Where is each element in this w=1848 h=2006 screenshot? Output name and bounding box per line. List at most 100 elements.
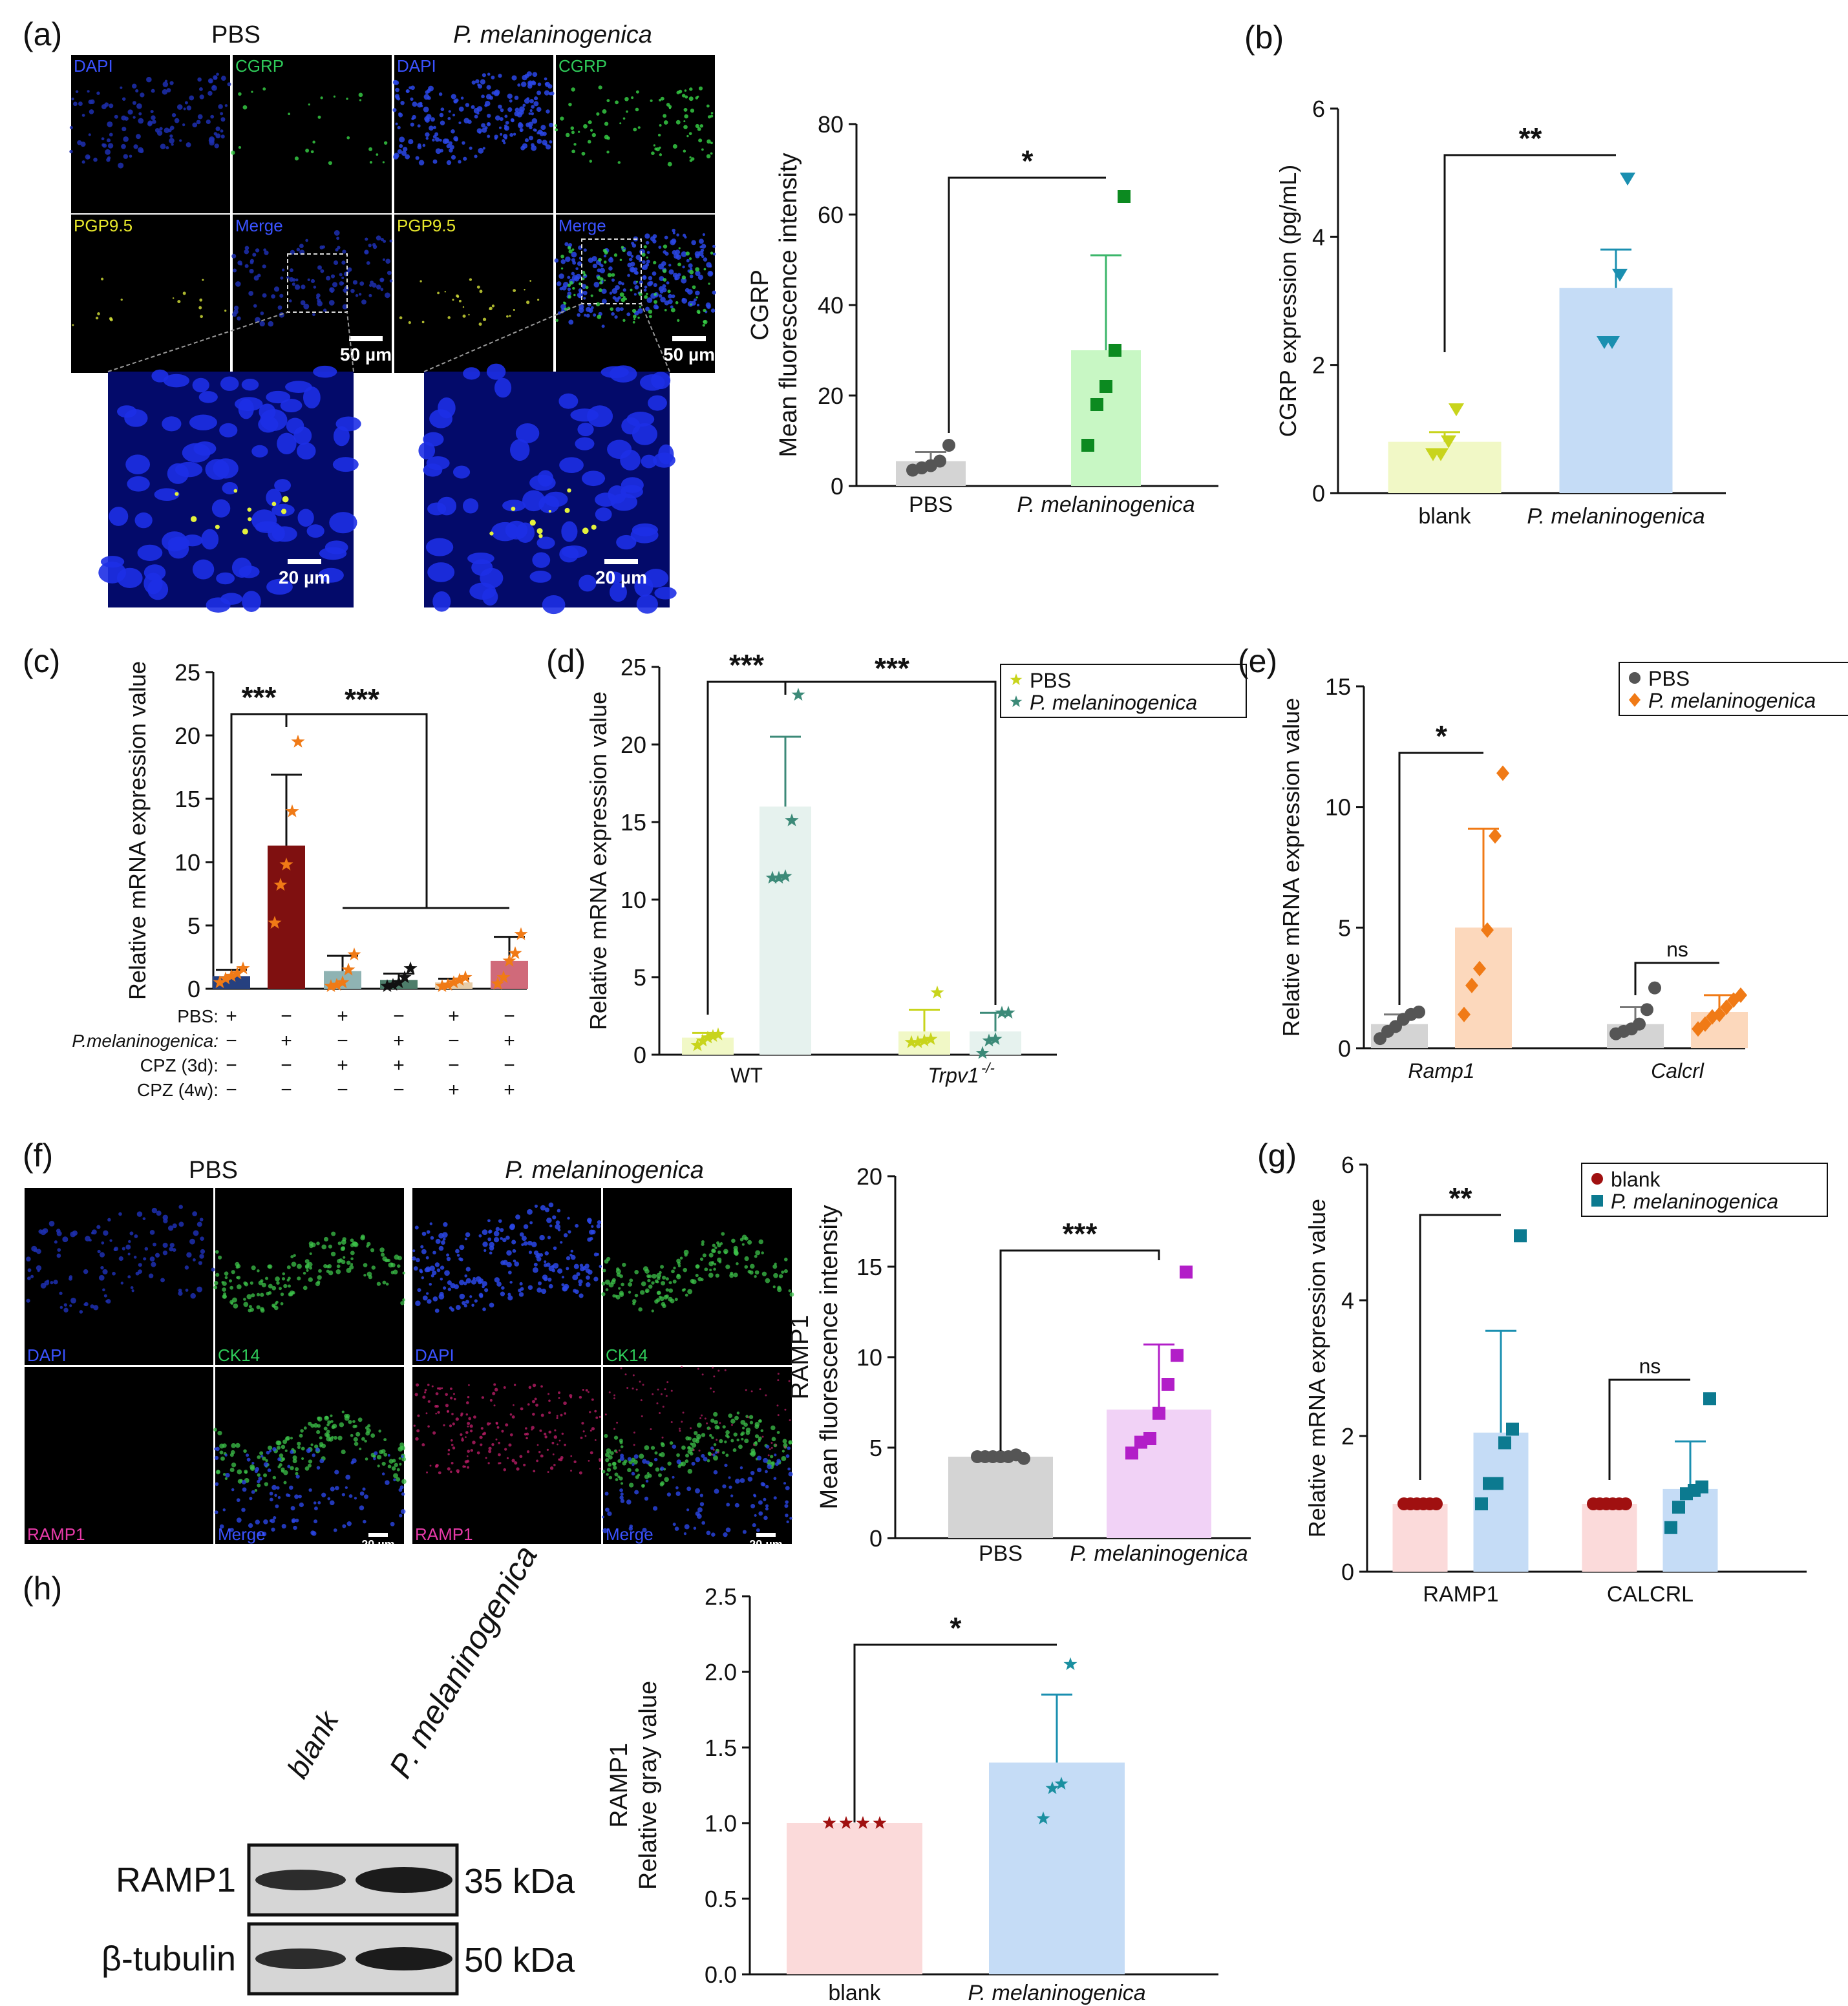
nucleus-dot <box>244 246 250 251</box>
nucleus-blob <box>268 524 285 542</box>
nucleus-dot <box>260 1455 264 1458</box>
nucleus-dot <box>151 115 156 120</box>
nucleus-dot <box>393 1478 396 1482</box>
ck14-dot <box>654 1451 658 1455</box>
signal-dot <box>672 144 677 149</box>
ramp1-dot <box>759 1388 761 1391</box>
nucleus-dot <box>432 1270 437 1276</box>
nucleus-dot <box>75 90 79 93</box>
ck14-dot <box>613 1435 619 1440</box>
nucleus-dot <box>627 273 630 277</box>
nucleus-dot <box>101 1241 105 1245</box>
nucleus-dot <box>483 1249 487 1252</box>
ramp1-dot <box>416 1383 420 1387</box>
ramp1-dot <box>465 1401 469 1404</box>
nucleus-dot <box>554 258 559 263</box>
nucleus-dot <box>620 1499 625 1503</box>
nucleus-dot <box>164 127 170 133</box>
zoom-guide <box>346 311 354 372</box>
ck14-dot <box>655 1467 660 1472</box>
ramp1-dot <box>536 1459 538 1462</box>
x-tick-label: WT <box>730 1064 763 1087</box>
nucleus-dot <box>254 1469 259 1473</box>
nucleus-dot <box>546 1262 551 1267</box>
ck14-dot <box>237 1469 242 1475</box>
nucleus-dot <box>458 121 462 125</box>
ck14-dot <box>323 1426 328 1431</box>
nucleus-dot <box>387 1453 390 1457</box>
ck14-dot <box>324 1415 328 1419</box>
ramp1-dot <box>678 1428 681 1430</box>
ck14-dot <box>730 1271 734 1276</box>
nucleus-dot <box>664 235 668 240</box>
nucleus-dot <box>138 112 142 116</box>
data-point <box>1412 1006 1425 1019</box>
nucleus-dot <box>291 1518 296 1523</box>
nucleus-blob <box>469 582 496 600</box>
nucleus-dot <box>102 1269 108 1275</box>
ck14-dot <box>313 1423 318 1428</box>
ck14-dot <box>608 1282 614 1288</box>
nucleus-dot <box>133 116 136 119</box>
nucleus-dot <box>348 1494 353 1498</box>
significance-bracket <box>1443 154 1616 352</box>
significance-bracket <box>1634 962 1719 995</box>
nucleus-dot <box>232 311 237 317</box>
condition-value: − <box>281 1079 292 1101</box>
blot-size-label: 50 kDa <box>464 1941 575 1980</box>
nucleus-dot <box>90 1304 94 1309</box>
nucleus-blob <box>636 594 658 614</box>
ck14-dot <box>307 1463 312 1468</box>
x-tick-label: PBS <box>979 1541 1023 1566</box>
scale-bar <box>756 1533 776 1537</box>
nucleus-dot <box>465 1278 471 1283</box>
ramp1-dot <box>618 1449 621 1452</box>
ck14-dot <box>770 1455 774 1459</box>
ramp1-dot <box>613 1394 616 1397</box>
ck14-dot <box>364 1439 367 1443</box>
nucleus-dot <box>185 1288 189 1292</box>
signal-dot <box>631 96 634 100</box>
ck14-dot <box>257 1473 261 1477</box>
ck14-dot <box>276 1281 280 1285</box>
ck14-dot <box>738 1444 743 1450</box>
ck14-dot <box>290 1466 294 1470</box>
ck14-dot <box>350 1433 354 1437</box>
nucleus-dot <box>220 117 226 122</box>
ramp1-dot <box>516 1467 520 1471</box>
data-point <box>1054 1777 1068 1790</box>
nucleus-dot <box>101 143 105 147</box>
ck14-dot <box>354 1441 359 1446</box>
nucleus-dot <box>439 138 442 142</box>
data-point <box>911 1035 925 1048</box>
ck14-dot <box>394 1462 398 1468</box>
data-point <box>341 962 356 976</box>
nucleus-dot <box>350 288 355 293</box>
ramp1-dot <box>745 1389 747 1391</box>
data-point <box>1045 1781 1059 1795</box>
ramp1-dot <box>698 1450 701 1452</box>
nucleus-blob <box>463 367 480 380</box>
nucleus-dot <box>149 1230 155 1235</box>
ck14-dot <box>231 1270 235 1274</box>
ck14-dot <box>399 1462 402 1466</box>
nucleus-dot <box>401 1455 404 1459</box>
y-axis-label: RAMP1 <box>787 1315 814 1400</box>
nucleus-dot <box>462 1301 466 1305</box>
nucleus-dot <box>646 259 650 264</box>
nucleus-dot <box>533 1262 538 1267</box>
nucleus-dot <box>394 80 399 85</box>
nucleus-dot <box>397 149 402 154</box>
nucleus-dot <box>425 90 429 94</box>
nucleus-dot <box>464 1237 468 1241</box>
ck14-dot <box>664 1477 669 1483</box>
ck14-dot <box>673 1266 676 1270</box>
channel-label: DAPI <box>415 1346 454 1365</box>
ck14-dot <box>744 1439 749 1444</box>
nucleus-dot <box>537 82 542 87</box>
nucleus-blob <box>516 522 535 543</box>
ramp1-dot <box>508 1443 512 1447</box>
ck14-dot <box>359 1448 362 1451</box>
ramp1-dot <box>528 1386 532 1389</box>
nucleus-blob <box>542 595 566 615</box>
